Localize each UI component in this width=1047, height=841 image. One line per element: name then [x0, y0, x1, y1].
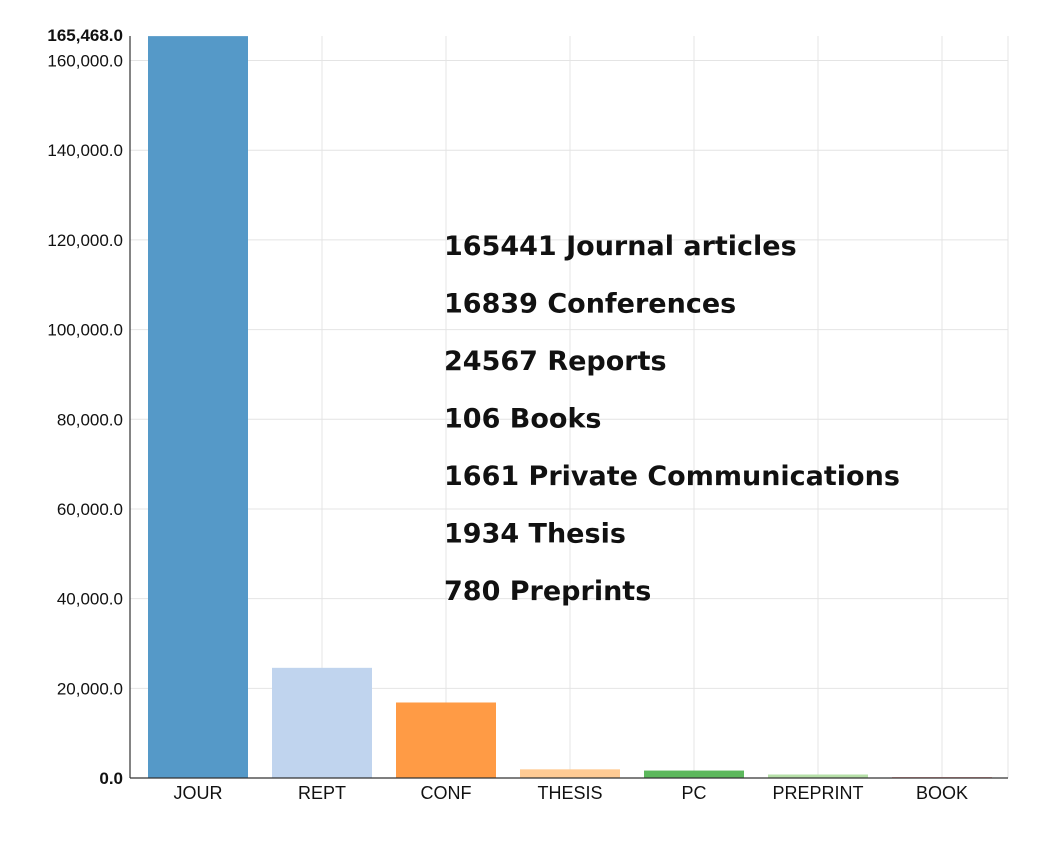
bar-conf[interactable]	[396, 702, 496, 778]
annotation-line: 106 Books	[444, 404, 601, 435]
y-max-label: 165,468.0	[47, 26, 123, 45]
x-tick-labels: JOUR REPT CONF THESIS PC PREPRINT BOOK	[174, 783, 969, 803]
annotations: 165441 Journal articles 16839 Conferences…	[444, 231, 900, 607]
bar-thesis[interactable]	[520, 769, 620, 778]
y-tick-label: 40,000.0	[57, 590, 123, 609]
annotation-line: 1934 Thesis	[444, 519, 626, 550]
axes	[129, 36, 1008, 779]
x-tick-label: THESIS	[537, 783, 602, 803]
y-tick-label: 60,000.0	[57, 500, 123, 519]
x-tick-label: PREPRINT	[772, 783, 863, 803]
x-tick-label: PC	[681, 783, 706, 803]
y-tick-labels: 0.0 20,000.0 40,000.0 60,000.0 80,000.0 100,0…	[47, 26, 123, 788]
bar-jour[interactable]	[148, 36, 248, 778]
bar-rept[interactable]	[272, 667, 372, 778]
bar-preprint[interactable]	[768, 774, 868, 778]
y-tick-label: 120,000.0	[47, 231, 123, 250]
y-tick-label: 80,000.0	[57, 410, 123, 429]
y-tick-label: 140,000.0	[47, 141, 123, 160]
y-tick-label: 20,000.0	[57, 679, 123, 698]
x-tick-label: CONF	[421, 783, 472, 803]
bar-pc[interactable]	[644, 770, 744, 778]
annotation-line: 165441 Journal articles	[444, 231, 797, 262]
x-tick-label: JOUR	[174, 783, 223, 803]
annotation-line: 780 Preprints	[444, 576, 651, 607]
annotation-line: 16839 Conferences	[444, 289, 736, 320]
y-tick-label: 0.0	[99, 769, 123, 788]
grid-lines	[130, 36, 1009, 778]
y-tick-label: 100,000.0	[47, 321, 123, 340]
x-tick-label: BOOK	[916, 783, 968, 803]
annotation-line: 24567 Reports	[444, 346, 667, 377]
bars	[148, 36, 992, 778]
annotation-line: 1661 Private Communications	[444, 461, 900, 492]
y-tick-label: 160,000.0	[47, 52, 123, 71]
x-tick-label: REPT	[298, 783, 346, 803]
